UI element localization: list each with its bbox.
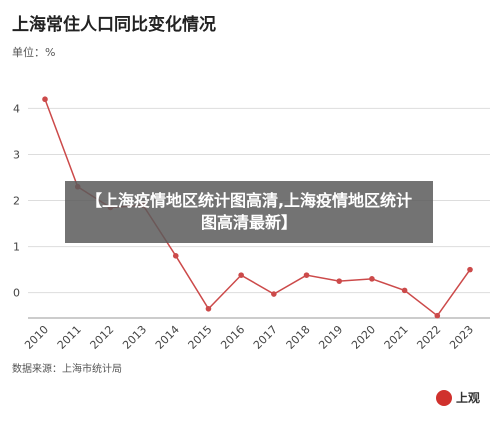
x-tick-label: 2021 [382, 323, 411, 352]
point [303, 272, 310, 278]
x-tick-label: 2018 [284, 323, 313, 352]
point [467, 266, 473, 273]
y-tick-label: 4 [13, 102, 20, 115]
point [401, 287, 408, 294]
point [42, 96, 48, 103]
point [369, 276, 375, 282]
point [271, 291, 277, 297]
y-tick-label: 1 [13, 241, 20, 254]
point [336, 278, 343, 284]
x-tick-label: 2012 [88, 323, 117, 352]
point [205, 305, 212, 312]
point [238, 272, 244, 278]
overlay-text: 【上海疫情地区统计图高清,上海疫情地区统计图高清最新】 [85, 191, 413, 232]
x-tick-label: 2020 [349, 323, 378, 352]
chart-title: 上海常住人口同比变化情况 [12, 14, 216, 35]
x-tick-label: 2022 [414, 323, 443, 352]
x-tick-label: 2019 [316, 323, 345, 352]
point [434, 312, 441, 319]
source: 数据来源：上海市统计局 [12, 362, 122, 375]
x-tick-label: 2011 [55, 323, 84, 352]
x-tick-label: 2015 [186, 323, 215, 352]
x-tick-label: 2023 [447, 323, 476, 352]
x-tick-label: 2017 [251, 323, 280, 352]
point [172, 253, 179, 259]
x-tick-label: 2013 [120, 323, 149, 352]
logo: 上观 [456, 390, 480, 405]
y-tick-label: 3 [13, 148, 20, 161]
x-tick-label: 2014 [153, 323, 182, 352]
logo-icon [436, 390, 452, 406]
x-tick-label: 2016 [218, 323, 247, 352]
y-tick-label: 0 [13, 287, 20, 300]
y-tick-label: 2 [13, 195, 20, 208]
unit-label: 单位：% [12, 45, 55, 59]
overlay-banner: 【上海疫情地区统计图高清,上海疫情地区统计图高清最新】 [65, 181, 433, 243]
x-tick-label: 2010 [22, 323, 51, 352]
